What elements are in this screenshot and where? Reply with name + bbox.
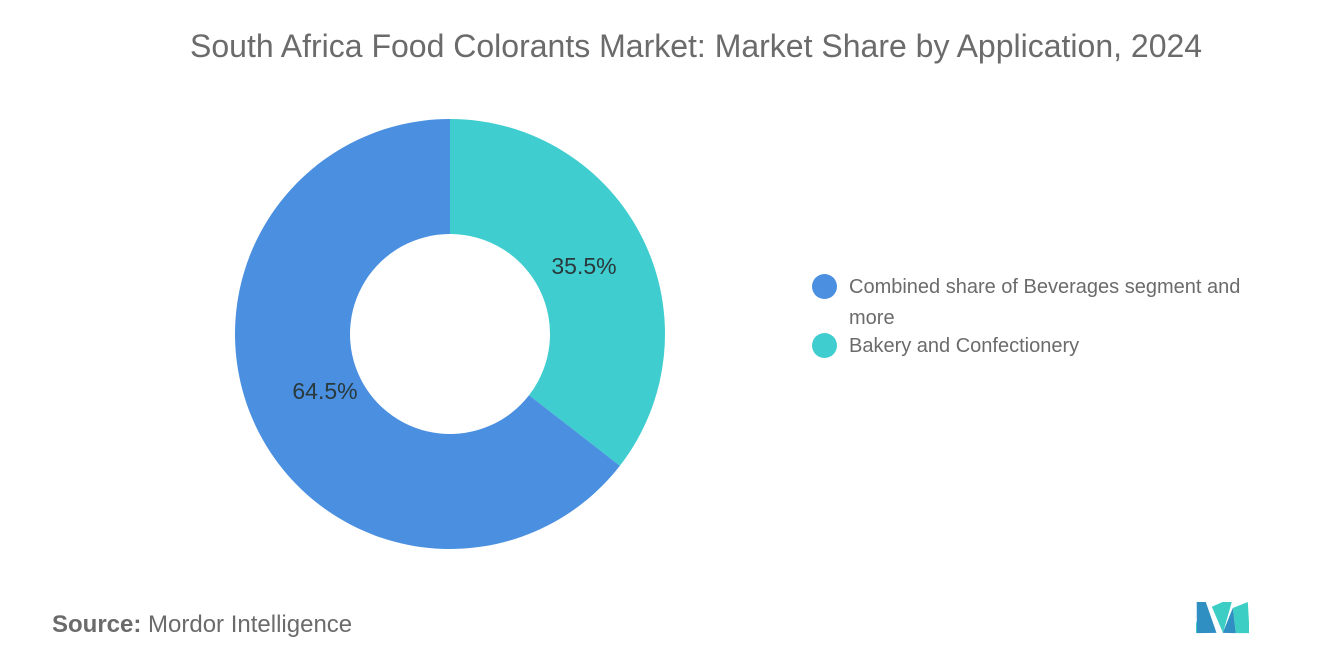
svg-text:64.5%: 64.5% <box>292 378 357 404</box>
svg-text:35.5%: 35.5% <box>551 253 616 279</box>
